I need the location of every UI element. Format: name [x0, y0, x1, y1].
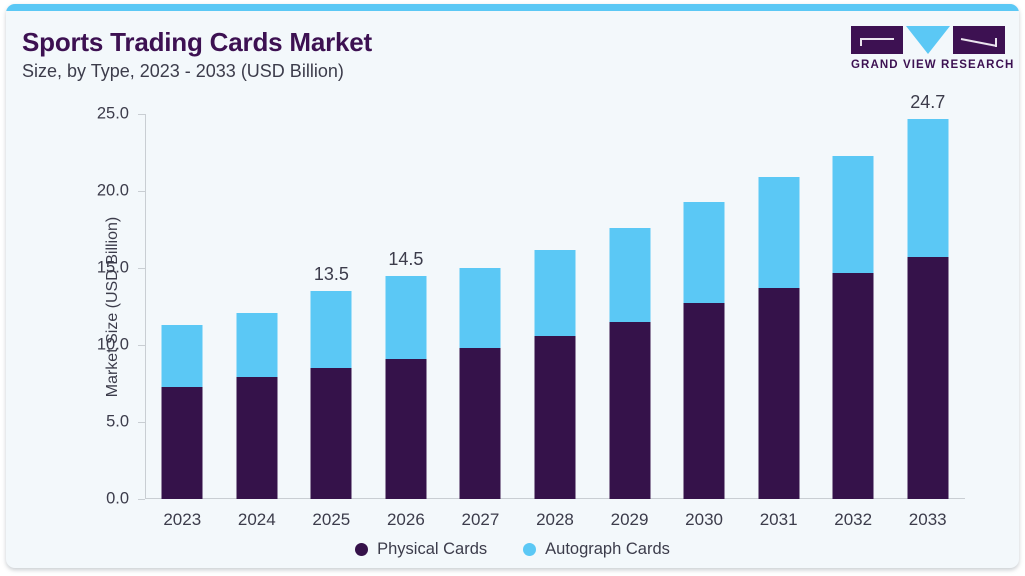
- chart-subtitle: Size, by Type, 2023 - 2033 (USD Billion): [22, 61, 344, 81]
- y-axis-line: [145, 114, 146, 499]
- bar-value-label: 13.5: [313, 264, 349, 285]
- x-axis-tick-label: 2032: [834, 510, 873, 529]
- bar-segment-autograph-cards[interactable]: [758, 177, 800, 289]
- bar-segment-physical-cards[interactable]: [683, 303, 725, 499]
- brand-logo: GRAND VIEW RESEARCH: [851, 26, 1015, 78]
- bar-segment-autograph-cards[interactable]: [683, 201, 725, 304]
- bar-stack[interactable]: [832, 155, 874, 499]
- x-axis-tick-label: 2026: [386, 510, 425, 529]
- x-axis-tick-label: 2029: [610, 510, 649, 529]
- bar-segment-physical-cards[interactable]: [832, 272, 874, 499]
- chart-card: Sports Trading Cards Market Size, by Typ…: [6, 4, 1019, 568]
- bar-segment-physical-cards[interactable]: [609, 321, 651, 499]
- y-axis-tick-label: 0.0: [106, 489, 129, 508]
- y-axis-tick: 25.0: [97, 105, 145, 123]
- y-axis-tick-label: 5.0: [106, 412, 129, 431]
- legend-item[interactable]: Autograph Cards: [523, 540, 670, 559]
- bar-segment-autograph-cards[interactable]: [459, 268, 501, 349]
- x-axis-tick-label: 2030: [685, 510, 723, 529]
- bar-segment-physical-cards[interactable]: [236, 377, 278, 499]
- bar-stack[interactable]: [683, 201, 725, 499]
- bar-value-label: 14.5: [388, 248, 424, 269]
- x-axis-tick-label: 2027: [461, 510, 500, 529]
- logo-block-right-icon: [953, 26, 1005, 54]
- page-title: Sports Trading Cards Market: [22, 27, 373, 57]
- x-axis-tick-label: 2028: [536, 510, 574, 529]
- chart-legend: Physical Cards Autograph Cards: [6, 540, 1019, 559]
- bar-segment-autograph-cards[interactable]: [236, 312, 278, 378]
- x-axis-tick-label: 2024: [237, 510, 276, 529]
- legend-item-label: Physical Cards: [377, 540, 488, 558]
- top-accent-bar: [6, 4, 1019, 11]
- bar-segment-physical-cards[interactable]: [161, 386, 203, 499]
- bar-segment-autograph-cards[interactable]: [907, 118, 949, 258]
- y-axis-tick-label: 15.0: [96, 258, 129, 277]
- brand-name: GRAND VIEW RESEARCH: [851, 59, 1015, 71]
- bar-segment-autograph-cards[interactable]: [534, 249, 576, 336]
- bar-segment-physical-cards[interactable]: [534, 335, 576, 499]
- logo-triangle-icon: [906, 26, 950, 54]
- bar-segment-physical-cards[interactable]: [310, 368, 352, 499]
- bar-stack[interactable]: [459, 268, 501, 499]
- x-axis-tick-label: 2033: [908, 510, 947, 529]
- bar-segment-physical-cards[interactable]: [385, 358, 427, 499]
- bar-segment-autograph-cards[interactable]: [832, 155, 874, 273]
- plot-area: Market Size (USD Billion) 0.0 5.0 10.0 15.0…: [97, 92, 965, 529]
- bar-stack[interactable]: [310, 291, 352, 499]
- bar-stack[interactable]: [534, 249, 576, 499]
- bar-stack[interactable]: [385, 275, 427, 499]
- y-axis-tick-label: 25.0: [96, 104, 129, 123]
- bar-stack[interactable]: [161, 324, 203, 499]
- legend-item[interactable]: Physical Cards: [355, 540, 487, 559]
- logo-block-left-icon: [851, 26, 903, 54]
- bar-stack[interactable]: [236, 312, 278, 499]
- legend-swatch-icon: [523, 543, 537, 556]
- bar-segment-physical-cards[interactable]: [459, 348, 501, 499]
- y-axis-tick: 0.0: [106, 490, 145, 508]
- x-axis-tick-label: 2031: [759, 510, 798, 529]
- bar-segment-physical-cards[interactable]: [758, 288, 800, 499]
- bar-stack[interactable]: [758, 177, 800, 499]
- y-axis-tick: 15.0: [97, 259, 145, 277]
- bar-stack[interactable]: [609, 227, 651, 499]
- bar-value-label: 24.7: [910, 91, 946, 112]
- x-axis-tick-label: 2025: [312, 510, 351, 529]
- bar-segment-autograph-cards[interactable]: [161, 324, 203, 387]
- bar-segment-autograph-cards[interactable]: [310, 291, 352, 369]
- logo-mark: [851, 26, 1005, 54]
- y-axis-tick-label: 10.0: [96, 335, 129, 354]
- bar-segment-physical-cards[interactable]: [907, 257, 949, 499]
- y-axis-title: Market Size (USD Billion): [104, 216, 122, 397]
- y-axis-tick: 10.0: [97, 336, 145, 354]
- legend-swatch-icon: [355, 543, 369, 556]
- y-axis-tick: 5.0: [106, 413, 145, 431]
- y-axis-tick-label: 20.0: [96, 181, 129, 200]
- bar-segment-autograph-cards[interactable]: [609, 227, 651, 322]
- y-axis-tick: 20.0: [97, 182, 145, 200]
- legend-item-label: Autograph Cards: [545, 540, 670, 558]
- x-axis-tick-label: 2023: [163, 510, 202, 529]
- bar-stack[interactable]: [907, 118, 949, 499]
- bar-segment-autograph-cards[interactable]: [385, 275, 427, 359]
